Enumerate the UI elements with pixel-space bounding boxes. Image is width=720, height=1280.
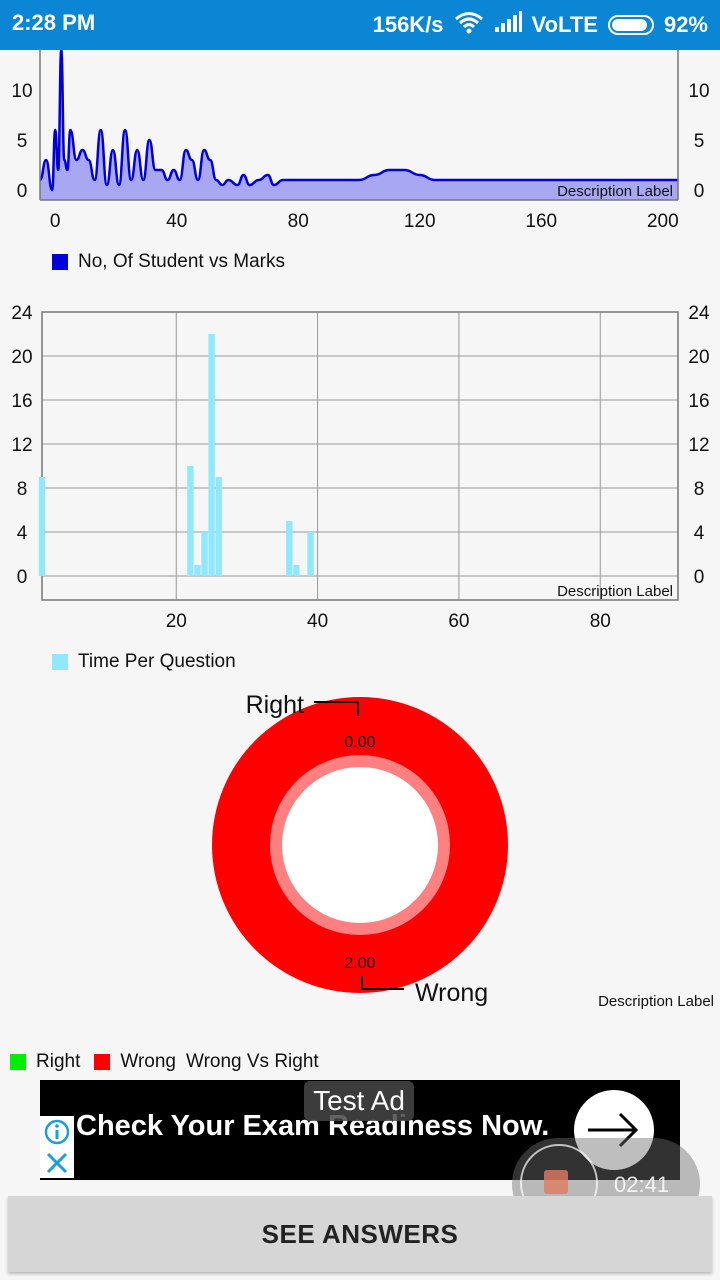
y-tick-right: 0: [694, 567, 705, 588]
x-tick: 160: [525, 211, 557, 232]
leader-right: [314, 701, 359, 716]
arrow-right-icon: [588, 1112, 639, 1148]
network-type: VoLTE: [531, 12, 598, 37]
pie-hole: [282, 767, 438, 923]
area-fill: [40, 50, 678, 200]
close-icon[interactable]: [46, 1152, 68, 1174]
bar: [286, 521, 293, 576]
y-tick-left: 4: [17, 523, 28, 544]
bar: [201, 532, 208, 576]
signal-icon: [494, 11, 522, 39]
ad-choices[interactable]: [40, 1116, 74, 1178]
battery-icon: [607, 15, 654, 35]
description-label: Description Label: [598, 993, 714, 1010]
legend-swatch-right: [10, 1054, 26, 1070]
x-tick: 80: [590, 611, 611, 632]
y-tick-left: 24: [11, 303, 33, 324]
bar: [307, 532, 314, 576]
slice-value-right: 0.00: [344, 734, 375, 751]
y-tick-right: 0: [694, 181, 705, 202]
legend-label-right: Right: [36, 1051, 81, 1072]
marks-area-chart: 0 0 5 5 10 10 0 40 80 120 160 200 Description Label: [11, 50, 710, 232]
bar: [293, 565, 300, 576]
legend-swatch-wrong: [94, 1054, 111, 1070]
x-tick: 20: [166, 611, 187, 632]
x-tick: 40: [166, 211, 187, 232]
time-bar-chart: 0 0 4 4 8 8 12 12 16 16 20 20 24 24 20 40 60 80 Descriptio…: [11, 303, 710, 632]
legend-swatch: [52, 254, 68, 270]
legend-label: Time Per Question: [78, 651, 236, 672]
y-tick-right: 16: [688, 391, 709, 412]
y-tick-left: 12: [11, 435, 32, 456]
x-tick: 60: [448, 611, 469, 632]
battery-percent: 92%: [663, 12, 708, 37]
y-tick-right: 12: [688, 435, 709, 456]
x-tick: 80: [288, 211, 309, 232]
x-tick: 200: [647, 211, 679, 232]
info-icon[interactable]: [44, 1119, 70, 1145]
legend-title: Wrong Vs Right: [185, 1051, 319, 1072]
area-line: [38, 50, 678, 192]
recorder-timer: 02:41: [614, 1172, 670, 1197]
wrong-right-pie-chart: 0.00 2.00 Right Wrong Description Label: [212, 691, 714, 1010]
legend-label: No, Of Student vs Marks: [78, 251, 285, 272]
y-tick-right: 20: [688, 347, 709, 368]
y-tick-left: 10: [11, 81, 32, 102]
slice-value-wrong: 2.00: [344, 955, 375, 972]
description-label: Description Label: [557, 183, 673, 200]
bar: [38, 477, 46, 576]
pie-legend: Right Wrong Wrong Vs Right: [10, 1051, 319, 1073]
y-tick-left: 5: [17, 131, 28, 152]
y-tick-right: 8: [694, 479, 705, 500]
plot-frame: [41, 311, 679, 601]
legend-swatch: [52, 654, 68, 670]
x-tick: 40: [307, 611, 328, 632]
leader-wrong: [361, 976, 404, 990]
y-tick-right: 5: [694, 131, 705, 152]
network-speed: 156K/s: [372, 12, 444, 37]
y-tick-left: 0: [17, 181, 28, 202]
status-time: 2:28 PM: [12, 10, 96, 35]
slice-label-wrong: Wrong: [415, 979, 488, 1007]
wifi-icon: [454, 10, 484, 40]
status-bar: 2:28 PM 156K/s VoLTE 92%: [0, 0, 720, 50]
legend-label-wrong: Wrong: [120, 1051, 176, 1072]
slice-label-right: Right: [246, 691, 304, 719]
description-label: Description Label: [557, 583, 673, 600]
time-legend: Time Per Question: [52, 651, 236, 673]
y-tick-left: 20: [11, 347, 32, 368]
y-tick-right: 24: [688, 303, 710, 324]
y-tick-left: 8: [17, 479, 28, 500]
marks-legend: No, Of Student vs Marks: [52, 251, 285, 273]
y-tick-right: 4: [694, 523, 705, 544]
y-tick-right: 10: [688, 81, 709, 102]
ad-test-label: Test Ad: [304, 1081, 414, 1121]
bar: [215, 477, 222, 576]
status-right: 156K/s VoLTE 92%: [373, 10, 708, 40]
stop-icon[interactable]: [544, 1170, 568, 1194]
y-tick-left: 0: [17, 567, 28, 588]
y-tick-left: 16: [11, 391, 32, 412]
bar: [194, 565, 201, 576]
bar: [187, 466, 194, 576]
see-answers-button[interactable]: SEE ANSWERS: [8, 1196, 712, 1272]
bar: [208, 334, 215, 576]
x-tick: 0: [50, 211, 61, 232]
x-tick: 120: [404, 211, 436, 232]
